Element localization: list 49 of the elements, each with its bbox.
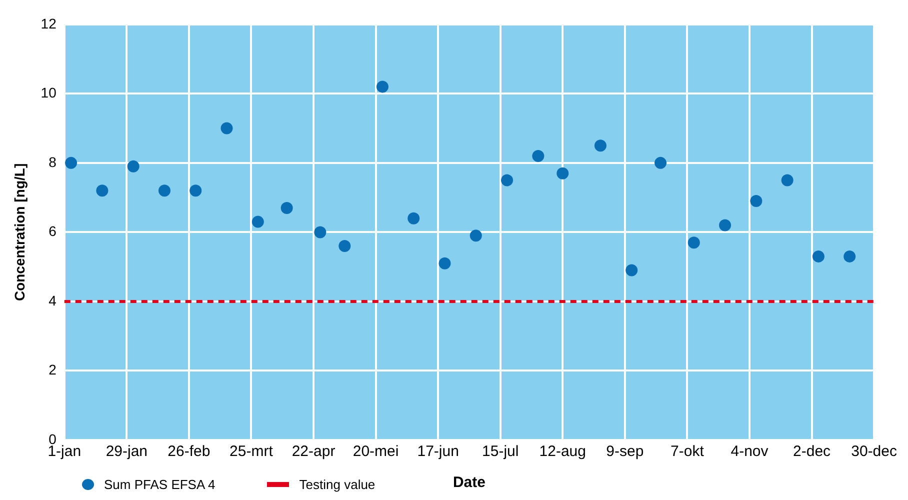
point [280,202,293,214]
x-tick-label: 25-mrt [230,443,274,460]
point [127,160,140,172]
y-tick-label: 12 [40,15,57,32]
y-tick-label: 6 [48,223,57,240]
x-tick-label: 7-okt [670,443,705,460]
point [220,122,233,134]
x-tick-label: 4-nov [730,443,769,460]
point [314,226,326,238]
x-axis-title: Date [452,474,486,492]
point [65,156,78,169]
point [626,264,638,276]
point [470,230,482,242]
point [158,184,170,197]
x-tick-label: 30-dec [851,443,898,460]
legend-label: Sum PFAS EFSA 4 [104,477,216,492]
x-tick-label: 15-jul [482,443,519,460]
x-tick-label: 22-apr [292,443,336,460]
x-tick-label: 12-aug [539,443,586,460]
point [719,219,732,232]
y-tick-label: 8 [48,154,57,170]
x-tick-label: 17-jun [417,443,459,460]
point [594,140,606,152]
point [532,150,544,162]
x-tick-label: 20-mei [352,443,399,460]
point [438,257,451,270]
point [501,174,514,186]
y-tick-label: 4 [48,292,57,308]
point [781,174,794,186]
x-tick-label: 2-dec [793,443,832,460]
point [654,156,667,169]
point [376,80,388,93]
y-axis-title: Concentration [ng/L] [11,163,28,302]
point [688,236,700,249]
legend-label: Testing value [299,477,376,492]
x-tick-label: 9-sep [606,443,644,460]
point [338,240,351,252]
point [812,250,824,262]
x-tick-label: 29-jan [106,443,148,460]
point [96,184,108,197]
x-tick-label: 26-feb [168,443,210,460]
y-tick-label: 10 [40,84,57,101]
point [190,184,202,197]
point [556,167,569,180]
point [408,212,420,224]
y-tick-label: 2 [48,362,57,378]
point [750,195,762,208]
point [844,250,856,262]
point [252,216,264,228]
